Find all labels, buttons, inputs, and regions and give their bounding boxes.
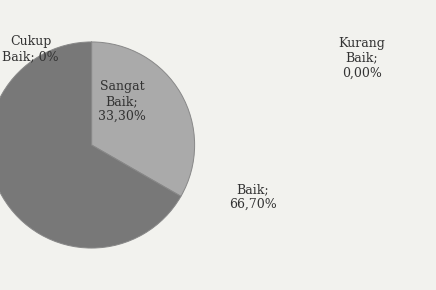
Wedge shape [0, 42, 181, 248]
Wedge shape [92, 42, 194, 196]
Text: Cukup
Baik; 0%: Cukup Baik; 0% [2, 35, 59, 63]
Text: Sangat
Baik;
33,30%: Sangat Baik; 33,30% [98, 80, 146, 123]
Text: Kurang
Baik;
0,00%: Kurang Baik; 0,00% [338, 37, 385, 79]
Text: Baik;
66,70%: Baik; 66,70% [229, 183, 277, 211]
